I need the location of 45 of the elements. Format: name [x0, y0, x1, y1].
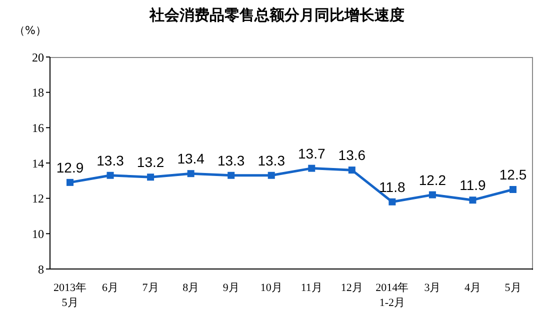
x-tick-label: 10月 — [260, 282, 282, 294]
y-tick-label: 12 — [32, 192, 44, 206]
y-axis-title: （%） — [14, 23, 46, 38]
data-label: 13.3 — [96, 152, 124, 168]
x-tick-label: 11月 — [300, 282, 322, 294]
data-label: 12.5 — [499, 166, 527, 182]
point — [228, 172, 235, 179]
x-tick-label: 3月 — [424, 282, 441, 294]
data-label: 12.2 — [418, 172, 446, 188]
y-tick-label: 16 — [32, 120, 44, 135]
x-tick-label: 9月 — [222, 282, 240, 294]
x-tick-label: 8月 — [182, 282, 200, 294]
point — [268, 172, 275, 179]
data-label: 13.4 — [177, 150, 205, 167]
y-tick-label: 18 — [32, 86, 44, 100]
y-tick-label: 20 — [32, 50, 44, 64]
chart-title: 社会消费品零售总额分月同比增长速度 — [148, 6, 406, 25]
point — [428, 191, 436, 198]
point — [308, 164, 316, 172]
point — [469, 196, 476, 204]
data-label: 13.7 — [298, 145, 326, 162]
y-tick-label: 10 — [32, 226, 44, 241]
x-tick-label: 6月 — [102, 282, 119, 294]
x-tick-label: 12月 — [340, 282, 363, 294]
x-tick-label: 7月 — [142, 282, 159, 294]
data-label: 11.9 — [460, 177, 486, 194]
x-tick-label: 2013年 5月 — [54, 282, 86, 309]
point — [147, 174, 154, 181]
point — [187, 170, 194, 178]
data-label: 12.9 — [56, 159, 84, 176]
x-tick-label: 2014年 1-2月 — [376, 282, 409, 309]
x-tick-label: 5月 — [504, 282, 522, 294]
point — [388, 198, 396, 206]
data-label: 13.3 — [217, 152, 245, 168]
data-label: 11.8 — [379, 178, 406, 195]
point — [66, 178, 74, 186]
point — [348, 166, 356, 174]
point — [106, 172, 114, 179]
data-label: 13.6 — [338, 147, 366, 164]
data-label: 13.3 — [258, 152, 286, 168]
y-tick-label: 8 — [38, 262, 44, 276]
data-label: 13.2 — [136, 154, 164, 170]
point — [510, 186, 516, 193]
x-tick-label: 4月 — [464, 282, 481, 294]
y-tick-label: 14 — [32, 156, 44, 170]
